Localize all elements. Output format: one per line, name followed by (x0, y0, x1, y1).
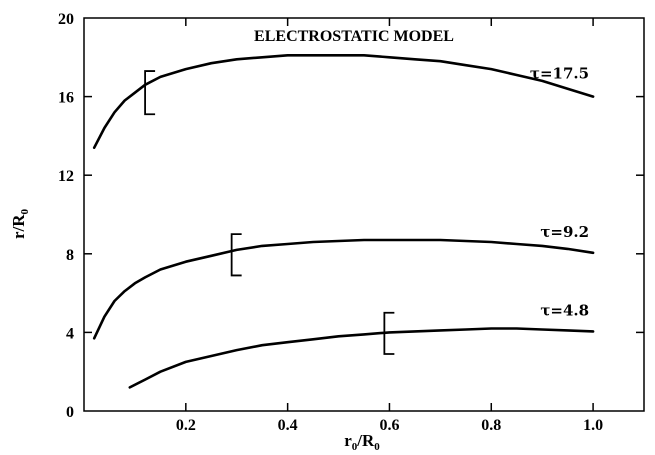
y-axis-label: r/R0 (9, 208, 31, 239)
series-label: τ=17.5 (530, 65, 589, 83)
plot-frame (83, 17, 645, 412)
series-line (92, 238, 595, 340)
y-tick-label: 16 (58, 90, 74, 107)
error-bracket (230, 233, 242, 277)
y-tick-label: 12 (58, 168, 74, 185)
error-bracket (383, 311, 395, 355)
y-tick-label: 4 (66, 325, 74, 342)
series-label: τ=9.2 (540, 223, 589, 241)
series-line (92, 54, 595, 149)
x-tick-label: 0.8 (481, 417, 501, 434)
series-layer: τ=17.5 τ=9.2 τ=4.8 (92, 54, 595, 389)
chart-title: ELECTROSTATIC MODEL (254, 28, 454, 45)
y-tick-label: 0 (66, 404, 74, 421)
series-line (128, 327, 595, 389)
y-axis-ticks: 0 4 8 12 16 20 (58, 11, 644, 421)
x-tick-label: 0.6 (379, 417, 399, 434)
error-bracket (144, 70, 156, 116)
x-tick-label: 0.4 (278, 417, 298, 434)
x-axis-label: r0/R0 (344, 431, 380, 453)
y-tick-label: 8 (66, 247, 74, 264)
x-axis-ticks: 0.2 0.4 0.6 0.8 1.0 (176, 18, 603, 434)
x-tick-label: 1.0 (583, 417, 603, 434)
series-label: τ=4.8 (540, 301, 589, 319)
x-tick-label: 0.2 (176, 417, 196, 434)
y-tick-label: 20 (58, 11, 74, 28)
